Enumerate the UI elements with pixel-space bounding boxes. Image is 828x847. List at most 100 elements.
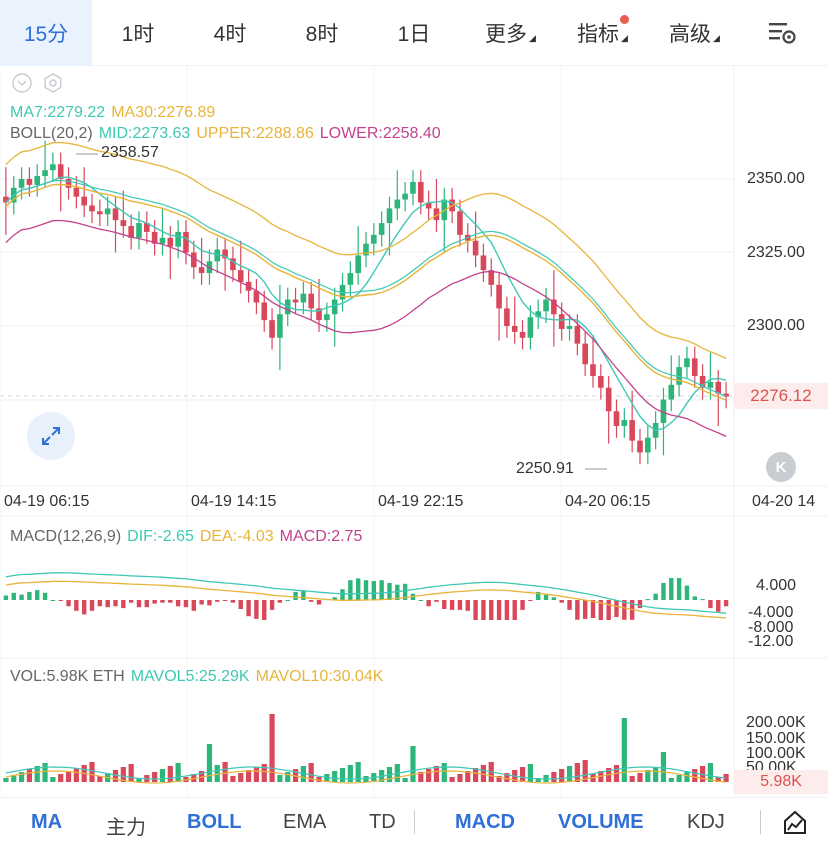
volume-bar bbox=[285, 772, 291, 782]
candle-body bbox=[120, 220, 127, 227]
volume-bar bbox=[253, 767, 260, 782]
tab-td[interactable]: TD bbox=[369, 811, 396, 833]
macd-bar bbox=[42, 592, 48, 600]
macd-bar bbox=[152, 600, 157, 604]
tab-volume[interactable]: VOLUME bbox=[558, 811, 644, 833]
candle-body bbox=[316, 308, 322, 321]
candle-body bbox=[363, 243, 369, 256]
caret-down-icon: ◢ bbox=[713, 33, 720, 43]
volume-bar bbox=[653, 767, 659, 782]
volume-bar bbox=[269, 714, 275, 782]
candle-body bbox=[590, 364, 596, 376]
tab-macd[interactable]: MACD bbox=[455, 811, 515, 833]
candle-body bbox=[605, 387, 612, 412]
volume-legend: VOL:5.98K ETH MAVOL5:25.29K MAVOL10:30.04K bbox=[10, 668, 389, 686]
macd-bar bbox=[567, 600, 572, 610]
low-price-value: 2250.91 bbox=[516, 460, 574, 477]
tab-ema[interactable]: EMA bbox=[283, 811, 327, 833]
time-axis-label: 04-20 14 bbox=[752, 493, 816, 510]
macd-bar bbox=[277, 600, 283, 603]
volume-bar bbox=[535, 778, 541, 782]
macd-bar bbox=[355, 578, 361, 600]
jump-to-latest-button[interactable]: K bbox=[766, 452, 796, 482]
macd-bar bbox=[136, 600, 142, 608]
candle-body bbox=[190, 252, 197, 268]
candle-body bbox=[371, 234, 377, 244]
indicator-bar: MA 主力 BOLL EMA TD MACD VOLUME KDJ bbox=[0, 797, 828, 847]
volume-bar bbox=[332, 771, 338, 782]
candle-body bbox=[42, 170, 48, 177]
candle-body bbox=[566, 326, 573, 329]
candle-body bbox=[480, 255, 487, 271]
macd-title: MACD(12,26,9) bbox=[10, 528, 122, 545]
volume-bar bbox=[222, 762, 228, 782]
volume-bar bbox=[245, 770, 252, 782]
candle-body bbox=[159, 237, 166, 244]
candle-body bbox=[645, 437, 651, 453]
candle-body bbox=[57, 164, 64, 179]
candle-body bbox=[668, 384, 675, 400]
volume-axis-label: 150.00K bbox=[746, 730, 806, 747]
chart-edit-icon[interactable] bbox=[782, 809, 808, 837]
candle-body bbox=[198, 267, 205, 274]
candle-body bbox=[277, 314, 283, 338]
time-axis-label: 04-20 06:15 bbox=[565, 493, 651, 510]
chart-settings-button[interactable] bbox=[736, 0, 828, 66]
boll-upper-line bbox=[5, 141, 727, 359]
fullscreen-button[interactable] bbox=[27, 412, 75, 460]
macd-bar bbox=[222, 600, 228, 601]
divider bbox=[760, 810, 761, 834]
tab-8h[interactable]: 8时 bbox=[276, 0, 368, 66]
macd-bar bbox=[316, 600, 322, 605]
tab-1h-label: 1时 bbox=[121, 22, 155, 46]
macd-bar bbox=[716, 600, 721, 612]
boll-lower-value: LOWER:2258.40 bbox=[319, 125, 441, 142]
tab-15min[interactable]: 15分 bbox=[0, 0, 92, 66]
divider bbox=[414, 810, 415, 834]
macd-bar bbox=[363, 580, 369, 600]
volume-bar bbox=[191, 774, 197, 782]
macd-bar bbox=[27, 591, 32, 600]
candle-body bbox=[253, 290, 260, 303]
kline-chart[interactable] bbox=[0, 66, 828, 797]
macd-bar bbox=[457, 600, 463, 610]
interval-bar: 15分 1时 4时 8时 1日 更多 ◢ 指标 ◢ 高级 ◢ bbox=[0, 0, 828, 66]
candle-body bbox=[261, 302, 268, 321]
macd-bar bbox=[74, 600, 79, 611]
candle-body bbox=[715, 381, 722, 394]
advanced-dropdown[interactable]: 高级 ◢ bbox=[644, 0, 736, 66]
candle-body bbox=[167, 237, 174, 247]
tab-boll[interactable]: BOLL bbox=[187, 811, 242, 833]
volume-bar bbox=[676, 775, 682, 782]
macd-bar bbox=[402, 583, 408, 600]
tab-ma[interactable]: MA bbox=[31, 811, 63, 833]
macd-bar bbox=[543, 594, 549, 600]
macd-bar bbox=[622, 600, 627, 620]
macd-bar bbox=[637, 600, 643, 609]
tab-1h[interactable]: 1时 bbox=[92, 0, 184, 66]
volume-bar bbox=[355, 762, 361, 782]
boll-upper-value: UPPER:2288.86 bbox=[196, 125, 314, 142]
candle-body bbox=[637, 440, 643, 453]
macd-bar bbox=[723, 600, 729, 607]
tab-4h[interactable]: 4时 bbox=[184, 0, 276, 66]
macd-bar bbox=[489, 600, 494, 620]
tab-1d[interactable]: 1日 bbox=[368, 0, 460, 66]
indicator-settings-icon[interactable] bbox=[42, 72, 64, 94]
tab-main-force[interactable]: 主力 bbox=[106, 817, 146, 839]
collapse-icon[interactable] bbox=[11, 72, 33, 94]
volume-bar bbox=[496, 776, 502, 782]
volume-bar bbox=[277, 775, 283, 782]
volume-bar bbox=[707, 763, 714, 782]
tab-kdj[interactable]: KDJ bbox=[687, 811, 725, 833]
candle-body bbox=[660, 399, 667, 424]
ma-legend: MA7:2279.22 MA30:2276.89 bbox=[10, 104, 221, 122]
more-dropdown[interactable]: 更多 ◢ bbox=[460, 0, 552, 66]
volume-bar bbox=[668, 778, 674, 782]
candle-body bbox=[89, 205, 95, 212]
notification-dot bbox=[620, 14, 629, 24]
macd-bar bbox=[238, 600, 243, 609]
indicator-dropdown[interactable]: 指标 ◢ bbox=[552, 0, 644, 66]
macd-bar bbox=[418, 600, 423, 601]
macd-bar bbox=[661, 582, 666, 600]
